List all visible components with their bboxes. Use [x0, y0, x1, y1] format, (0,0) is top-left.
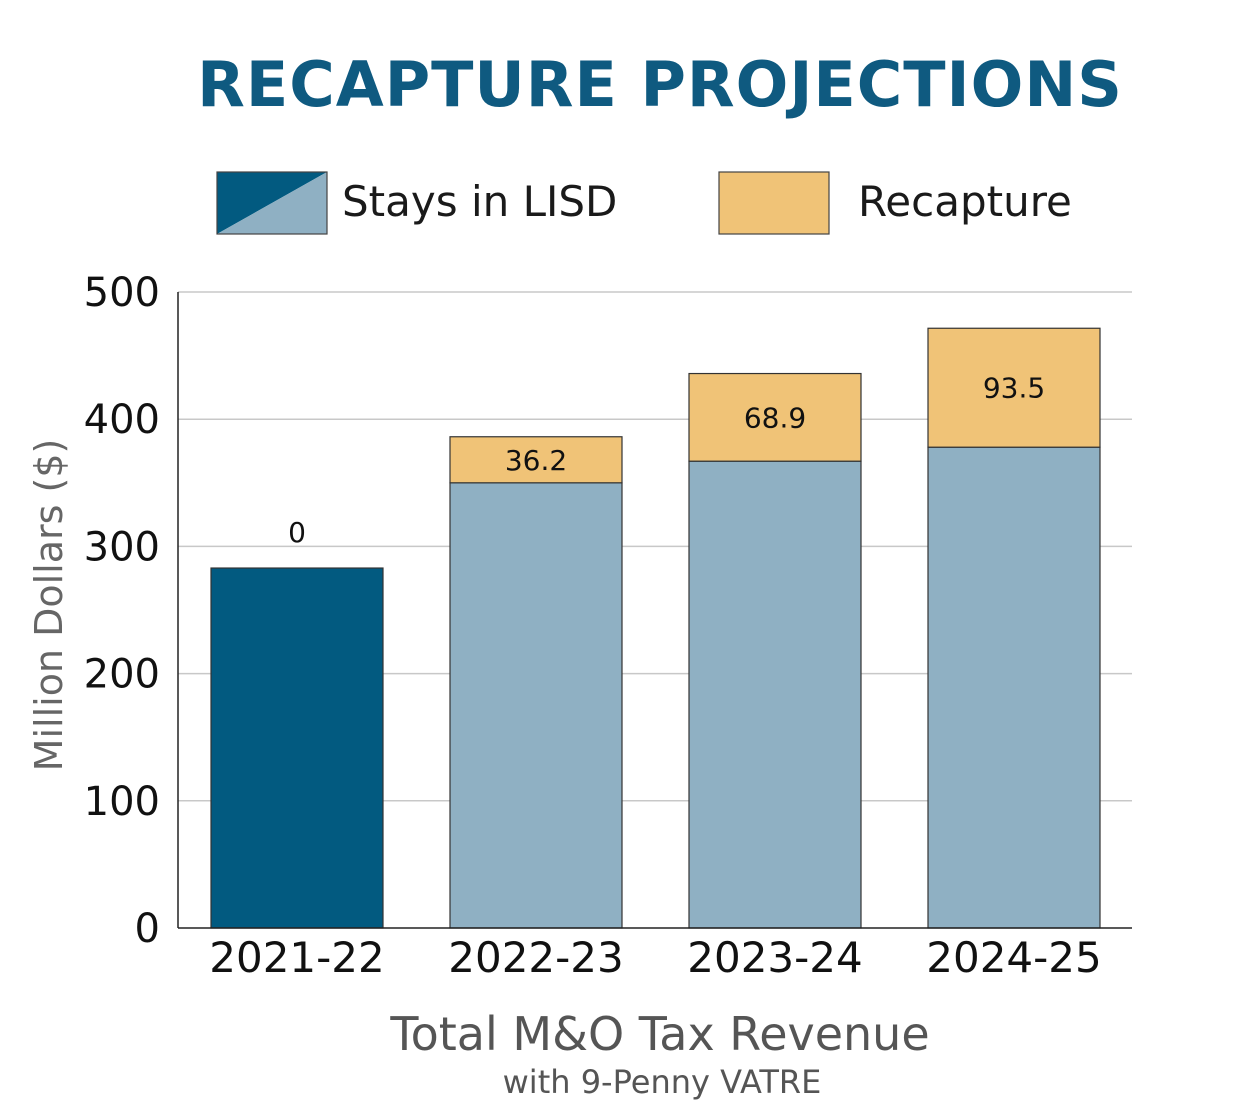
y-tick-label-400: 400 — [84, 397, 160, 443]
y-tick-label-500: 500 — [84, 270, 160, 316]
data-label-recapture-2022-23: 36.2 — [505, 444, 567, 477]
x-category-label-2021-22: 2021-22 — [209, 933, 385, 982]
data-label-recapture-2023-24: 68.9 — [744, 401, 806, 434]
bar-stays-in-lisd-2022-23 — [449, 482, 623, 929]
bar-recapture-2023-24 — [688, 372, 862, 462]
legend-label-recapture: Recapture — [858, 177, 1072, 226]
chart-title: RECAPTURE PROJECTIONS — [197, 48, 1123, 121]
bar-stays-in-lisd-2021-22 — [210, 567, 384, 929]
y-axis-label: Million Dollars ($) — [27, 439, 71, 772]
legend-label-stays-in-lisd: Stays in LISD — [342, 177, 617, 226]
y-tick-label-100: 100 — [84, 779, 160, 825]
x-category-label-2022-23: 2022-23 — [448, 933, 624, 982]
data-label-recapture-2024-25: 93.5 — [983, 372, 1045, 405]
x-axis-sublabel: with 9-Penny VATRE — [503, 1063, 822, 1101]
y-axis-ticks: 0 100 200 300 400 500 — [84, 270, 160, 952]
bar-stays-in-lisd-2023-24 — [688, 460, 862, 929]
legend: Stays in LISD Recapture — [216, 171, 1072, 235]
data-labels: 0 36.2 68.9 93.5 — [288, 372, 1045, 549]
axes — [177, 292, 1132, 929]
legend-swatch-recapture — [718, 171, 830, 235]
bar-stays-in-lisd-2024-25 — [927, 446, 1101, 929]
legend-swatch-stays-border — [216, 171, 328, 235]
bar-recapture-2022-23 — [449, 436, 623, 484]
x-category-label-2024-25: 2024-25 — [926, 933, 1102, 982]
y-tick-label-200: 200 — [84, 652, 160, 698]
x-axis-categories: 2021-22 2022-23 2023-24 2024-25 — [209, 933, 1102, 982]
x-axis-label: Total M&O Tax Revenue — [389, 1007, 929, 1061]
data-label-recapture-2021-22: 0 — [288, 516, 306, 549]
y-tick-label-300: 300 — [84, 524, 160, 570]
x-category-label-2023-24: 2023-24 — [687, 933, 863, 982]
bar-recapture-2024-25 — [927, 327, 1101, 448]
legend-swatch-stays-light-half — [217, 172, 327, 234]
bars — [210, 327, 1101, 929]
y-tick-label-0: 0 — [135, 906, 160, 952]
legend-swatch-stays-in-lisd — [216, 171, 328, 235]
